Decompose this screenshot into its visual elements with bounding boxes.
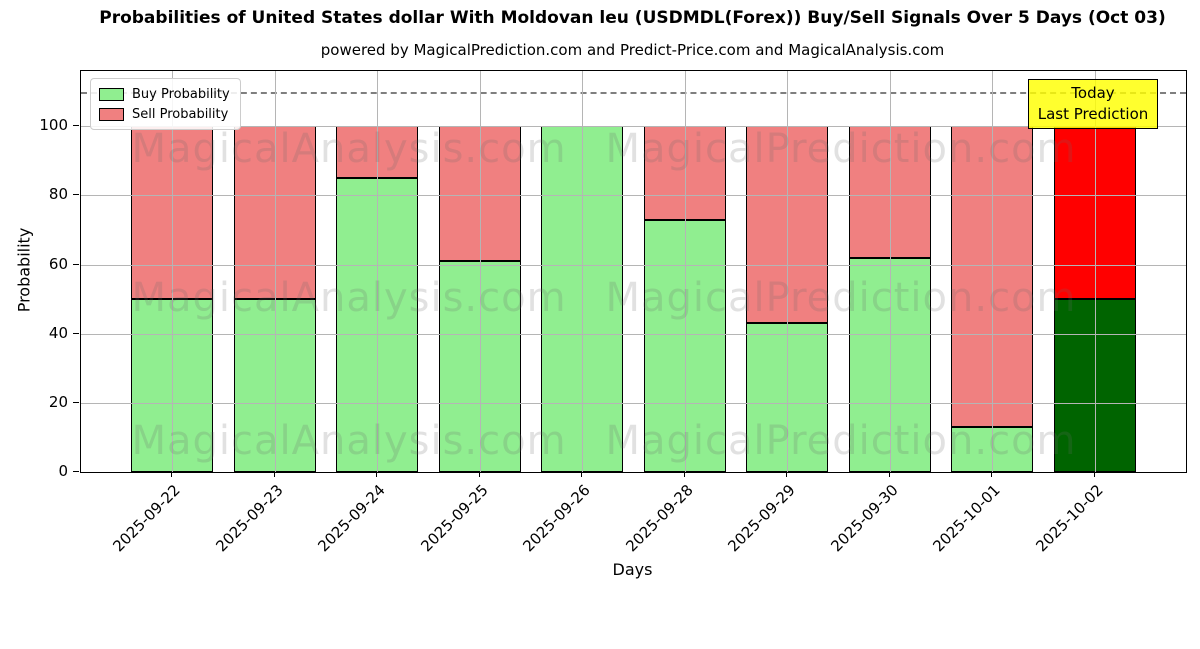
gridline-x-2025-09-26 [582, 71, 584, 472]
watermark-right-1: MagicalPrediction.com [605, 275, 1077, 321]
y-tick-label: 80 [48, 185, 68, 204]
y-tick-mark [73, 471, 79, 472]
y-tick-label: 60 [48, 254, 68, 273]
gridline-x-2025-09-30 [889, 71, 891, 472]
x-tick-mark [581, 471, 583, 477]
y-tick-mark [73, 125, 79, 127]
legend: Buy Probability Sell Probability [90, 78, 241, 130]
legend-item-buy: Buy Probability [99, 84, 230, 104]
watermark-left-0: MagicalAnalysis.com [131, 126, 567, 172]
y-tick-label: 100 [39, 116, 68, 135]
gridline-y-60 [81, 264, 1186, 266]
gridline-y-100 [81, 126, 1186, 128]
bar-2025-10-01 [951, 126, 1034, 472]
watermark-right-0: MagicalPrediction.com [605, 126, 1077, 172]
x-tick-mark [1093, 471, 1095, 477]
gridline-y-80 [81, 195, 1186, 197]
x-tick-mark [683, 471, 685, 477]
y-tick-mark [73, 332, 79, 334]
watermark-right-2: MagicalPrediction.com [605, 418, 1077, 464]
y-tick-mark [73, 401, 79, 403]
plot-area: Buy Probability Sell Probability Today L… [80, 70, 1187, 473]
y-axis-label: Probability [14, 227, 34, 313]
gridline-x-2025-09-25 [479, 71, 481, 472]
legend-label-sell: Sell Probability [132, 106, 229, 122]
x-tick-mark [376, 471, 378, 477]
x-tick-mark [273, 471, 275, 477]
x-axis-label: Days [612, 560, 653, 579]
gridline-x-2025-09-24 [377, 71, 379, 472]
sell-swatch-icon [99, 107, 124, 121]
today-annotation-line1: Today [1071, 84, 1115, 102]
legend-label-buy: Buy Probability [132, 86, 230, 102]
dashed-reference-line [81, 91, 1186, 94]
today-annotation-line2: Last Prediction [1037, 105, 1149, 123]
y-tick-label: 20 [48, 392, 68, 411]
gridline-x-2025-09-23 [274, 71, 276, 472]
y-tick-label: 40 [48, 323, 68, 342]
y-tick-label: 0 [58, 462, 68, 480]
legend-item-sell: Sell Probability [99, 104, 230, 124]
gridline-x-2025-09-22 [172, 71, 174, 472]
y-tick-mark [73, 263, 79, 265]
x-tick-mark [888, 471, 890, 477]
buy-segment-2025-10-01 [951, 427, 1034, 472]
sell-segment-2025-10-01 [951, 126, 1034, 428]
chart-title: Probabilities of United States dollar Wi… [99, 8, 1166, 28]
x-tick-mark [786, 471, 788, 477]
gridline-x-2025-10-02 [1094, 71, 1096, 472]
y-tick-mark [73, 194, 79, 196]
gridline-x-2025-10-01 [992, 71, 994, 472]
gridline-x-2025-09-29 [787, 71, 789, 472]
gridline-y-40 [81, 333, 1186, 335]
watermark-left-2: MagicalAnalysis.com [131, 418, 567, 464]
x-tick-mark [991, 471, 993, 477]
chart-subtitle: powered by MagicalPrediction.com and Pre… [320, 41, 945, 59]
watermark-left-1: MagicalAnalysis.com [131, 275, 567, 321]
gridline-y-20 [81, 402, 1186, 404]
x-tick-mark [171, 471, 173, 477]
buy-swatch-icon [99, 87, 124, 101]
chart-page: { "subtitle": "powered by MagicalPredict… [14, 8, 1187, 579]
today-annotation: Today Last Prediction [1028, 79, 1158, 129]
x-tick-mark [478, 471, 480, 477]
gridline-x-2025-09-28 [684, 71, 686, 472]
